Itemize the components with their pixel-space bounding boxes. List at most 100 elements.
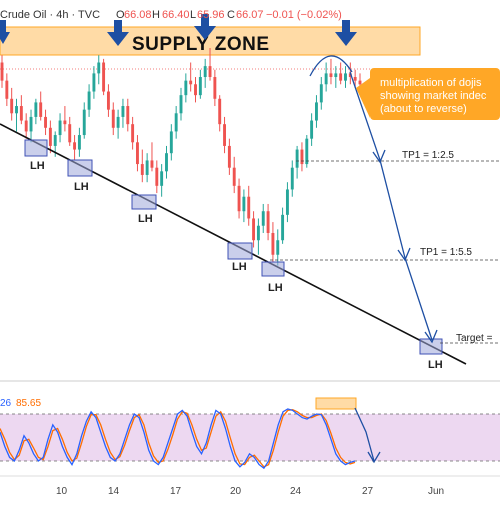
candle-body — [261, 211, 265, 226]
lh-label-3: LH — [138, 213, 153, 225]
header-change: −0.01 (−0.02%) — [266, 9, 342, 21]
callout-box — [370, 68, 500, 120]
header-high-label: H — [152, 9, 160, 21]
candle-body — [39, 102, 43, 117]
candle-body — [227, 145, 231, 168]
candle-body — [295, 149, 299, 168]
header-low-label: L — [190, 9, 196, 21]
candle-body — [184, 80, 188, 96]
candle-body — [174, 113, 178, 132]
candle-body — [223, 124, 226, 146]
candle-body — [285, 189, 289, 215]
target-label: Target = — [456, 333, 493, 344]
candle-body — [92, 73, 96, 92]
candle-body — [106, 91, 110, 110]
candle-body — [77, 135, 81, 150]
candle-body — [73, 142, 77, 150]
candle-body — [281, 214, 285, 241]
down-arrow-1-icon — [0, 20, 10, 44]
osc-arrowhead — [367, 451, 381, 464]
candle-body — [252, 218, 256, 241]
tp1-a-label: TP1 = 1:2.5 — [402, 150, 454, 161]
candle-body — [339, 73, 343, 81]
header-open: 66.08 — [124, 9, 152, 21]
candle-body — [324, 73, 328, 85]
candle-body — [165, 153, 168, 172]
header-close-label: C — [227, 9, 235, 21]
candle-body — [29, 116, 33, 132]
x-tick-7: Jun — [428, 486, 444, 497]
candle-body — [160, 171, 164, 186]
candle-body — [305, 138, 309, 165]
candle-body — [58, 120, 62, 136]
callout-pointer — [356, 78, 370, 118]
lh-box-2 — [67, 159, 93, 177]
candle-body — [353, 77, 357, 81]
candle-body — [116, 116, 120, 128]
candle-body — [256, 225, 260, 241]
osc-blue-line — [0, 408, 356, 470]
candle-body — [121, 106, 125, 117]
candle-body — [145, 160, 149, 175]
lh-label-4: LH — [232, 261, 247, 273]
candle-body — [111, 109, 115, 128]
osc-orange-line — [0, 409, 356, 468]
candle-body — [102, 62, 106, 92]
lh-box-1 — [24, 139, 48, 157]
candle-body — [334, 73, 338, 78]
candle-body — [53, 135, 57, 146]
candle-body — [136, 142, 139, 165]
header-high: 66.40 — [162, 9, 190, 21]
header-low: 65.96 — [197, 9, 225, 21]
callout-line-2: showing market indec — [380, 90, 487, 102]
candle-body — [19, 106, 23, 121]
candle-body — [179, 95, 183, 114]
x-tick-2: 14 — [108, 486, 120, 497]
candle-body — [82, 109, 86, 136]
candle-body — [126, 106, 130, 125]
target-lh-label: LH — [428, 359, 443, 371]
lh-label-1: LH — [30, 160, 45, 172]
candle-body — [150, 160, 154, 168]
lh-box-3 — [131, 194, 157, 210]
candle-body — [189, 80, 193, 85]
supply-zone-label: SUPPLY ZONE — [132, 34, 270, 55]
header-open-label: O — [116, 9, 125, 21]
candle-body — [63, 120, 67, 125]
osc-value-blue: 26 — [0, 398, 12, 409]
down-arrow-3-icon — [194, 14, 216, 40]
lh-box-4 — [227, 242, 253, 260]
candle-body — [237, 185, 241, 212]
lh-box-5 — [261, 261, 285, 277]
candle-body — [310, 120, 314, 139]
osc-projection — [354, 407, 375, 462]
x-tick-3: 17 — [170, 486, 182, 497]
candle-body — [24, 120, 28, 132]
x-tick-5: 24 — [290, 486, 302, 497]
candle-body — [276, 240, 280, 255]
candle-body — [266, 211, 270, 233]
projection-arrowhead-3 — [424, 329, 438, 344]
candle-body — [358, 80, 362, 85]
candle-body — [300, 149, 304, 165]
candle-body — [0, 62, 4, 81]
candle-body — [194, 84, 197, 96]
projection-path — [349, 71, 433, 341]
candle-body — [271, 232, 275, 255]
header-close: 66.07 — [236, 9, 264, 21]
header-symbol: Crude Oil · 4h · TVC — [0, 9, 100, 21]
lh-label-5: LH — [268, 282, 283, 294]
doji-arc — [309, 55, 353, 77]
candle-body — [242, 196, 246, 212]
candle-body — [97, 62, 101, 74]
candle-body — [15, 106, 18, 114]
candle-body — [208, 66, 212, 78]
lh-label-2: LH — [74, 181, 89, 193]
candle-body — [87, 91, 91, 110]
candle-body — [315, 102, 318, 121]
tp1-b-label: TP1 = 1:5.5 — [420, 247, 472, 258]
candle-body — [140, 164, 144, 175]
candle-body — [218, 98, 222, 125]
